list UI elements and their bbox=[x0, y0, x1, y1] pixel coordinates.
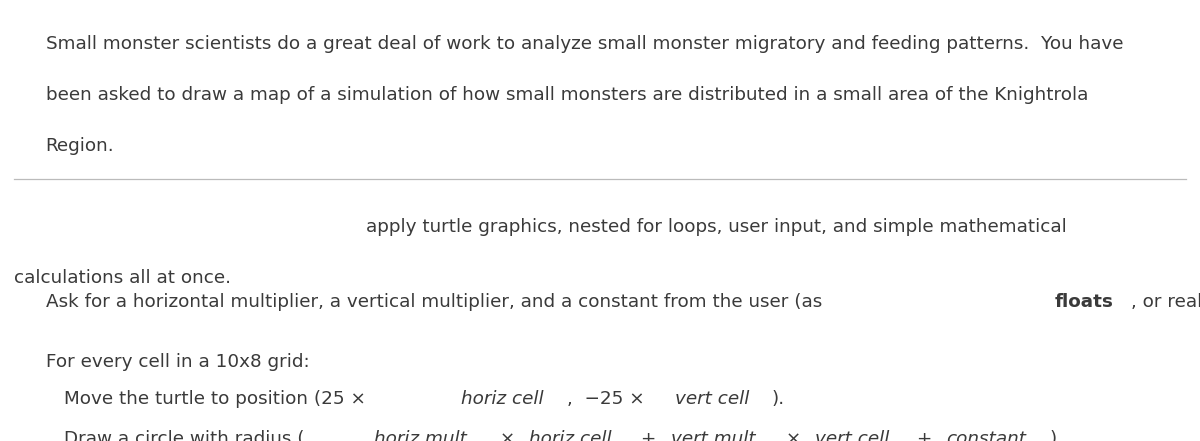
Text: horiz cell: horiz cell bbox=[529, 430, 611, 441]
Text: Small monster scientists do a great deal of work to analyze small monster migrat: Small monster scientists do a great deal… bbox=[46, 35, 1123, 53]
Text: vert cell: vert cell bbox=[815, 430, 889, 441]
Text: been asked to draw a map of a simulation of how small monsters are distributed i: been asked to draw a map of a simulation… bbox=[46, 86, 1088, 104]
Text: ).: ). bbox=[772, 390, 784, 408]
Text: vert cell: vert cell bbox=[676, 390, 750, 408]
Text: floats: floats bbox=[1055, 293, 1114, 311]
Text: constant: constant bbox=[946, 430, 1026, 441]
Text: calculations all at once.: calculations all at once. bbox=[14, 269, 232, 287]
Text: ×: × bbox=[780, 430, 806, 441]
Text: apply turtle graphics, nested for loops, user input, and simple mathematical: apply turtle graphics, nested for loops,… bbox=[366, 218, 1067, 236]
Text: , or real numbers).: , or real numbers). bbox=[1130, 293, 1200, 311]
Text: vert mult: vert mult bbox=[671, 430, 755, 441]
Text: horiz mult: horiz mult bbox=[374, 430, 467, 441]
Text: +: + bbox=[635, 430, 662, 441]
Text: +: + bbox=[911, 430, 938, 441]
Text: Ask for a horizontal multiplier, a vertical multiplier, and a constant from the : Ask for a horizontal multiplier, a verti… bbox=[46, 293, 828, 311]
Text: ).: ). bbox=[1049, 430, 1062, 441]
Text: Move the turtle to position (25 ×: Move the turtle to position (25 × bbox=[64, 390, 371, 408]
Text: For every cell in a 10x8 grid:: For every cell in a 10x8 grid: bbox=[46, 353, 310, 371]
Text: Draw a circle with radius (: Draw a circle with radius ( bbox=[64, 430, 304, 441]
Text: ×: × bbox=[493, 430, 521, 441]
Text: ,  −25 ×: , −25 × bbox=[568, 390, 650, 408]
Text: horiz cell: horiz cell bbox=[461, 390, 544, 408]
Text: Region.: Region. bbox=[46, 137, 114, 155]
